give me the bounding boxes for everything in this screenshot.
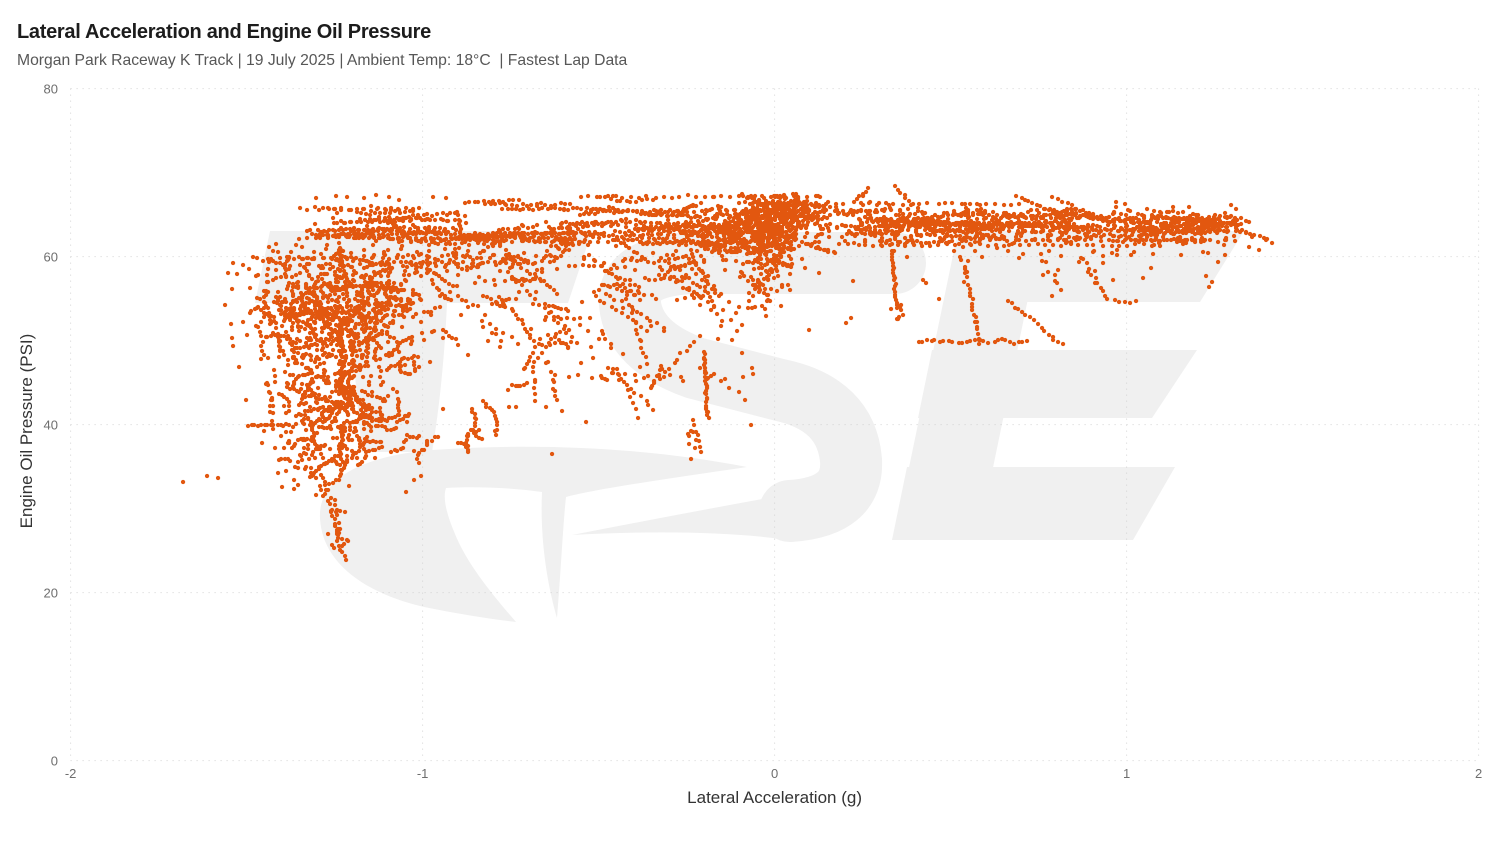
svg-text:Engine Oil Pressure (PSI): Engine Oil Pressure (PSI) — [17, 334, 36, 529]
svg-text:0: 0 — [771, 766, 778, 781]
svg-text:Lateral Acceleration (g): Lateral Acceleration (g) — [687, 788, 862, 807]
svg-text:20: 20 — [44, 586, 58, 601]
svg-text:2: 2 — [1475, 766, 1482, 781]
svg-text:0: 0 — [51, 754, 58, 769]
svg-text:80: 80 — [44, 82, 58, 97]
svg-text:40: 40 — [44, 418, 58, 433]
svg-text:60: 60 — [44, 250, 58, 265]
svg-text:1: 1 — [1123, 766, 1130, 781]
svg-text:-1: -1 — [417, 766, 429, 781]
svg-text:-2: -2 — [65, 766, 77, 781]
